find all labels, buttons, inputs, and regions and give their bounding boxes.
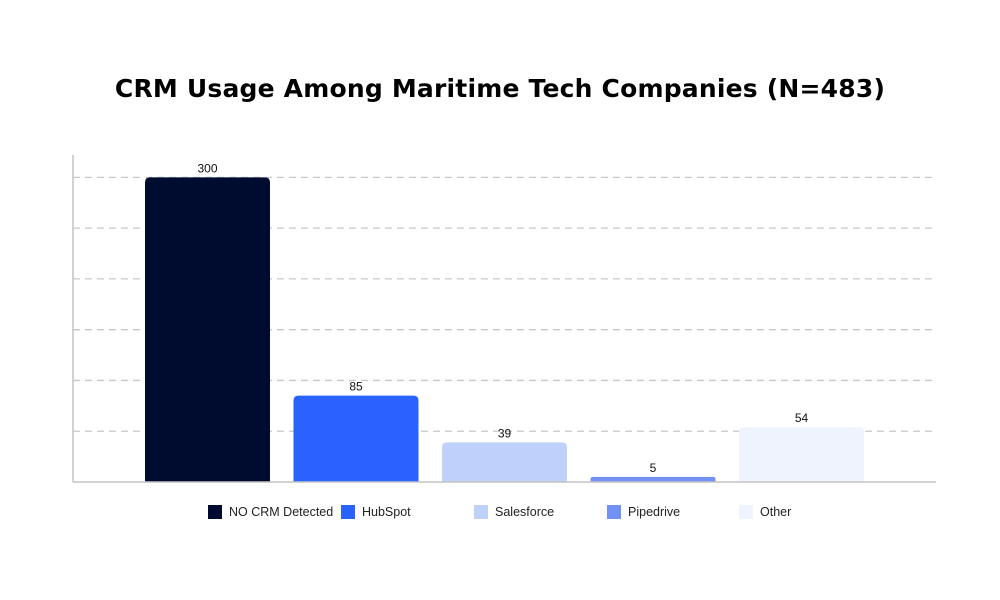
bar-hubspot[interactable] [293, 395, 419, 482]
bar-layer [145, 177, 864, 482]
axis-layer [72, 155, 936, 483]
bar-value-label: 300 [197, 161, 217, 175]
legend-item-hubspot[interactable]: HubSpot [341, 503, 411, 521]
legend-label: HubSpot [362, 505, 411, 519]
chart-legend: NO CRM Detected HubSpot Salesforce Pipedriv… [0, 503, 1000, 523]
legend-swatch [607, 505, 621, 519]
bar-no-crm-detected[interactable] [145, 177, 270, 482]
legend-item-salesforce[interactable]: Salesforce [474, 503, 554, 521]
legend-item-pipedrive[interactable]: Pipedrive [607, 503, 680, 521]
bar-value-label: 5 [650, 461, 657, 475]
legend-item-other[interactable]: Other [739, 503, 791, 521]
bar-salesforce[interactable] [442, 442, 567, 482]
legend-item-no-crm-detected[interactable]: NO CRM Detected [208, 503, 333, 521]
legend-label: Pipedrive [628, 505, 681, 519]
chart-title: CRM Usage Among Maritime Tech Companies … [114, 74, 886, 103]
bar-other[interactable] [739, 427, 864, 482]
legend-swatch [208, 505, 222, 519]
legend-swatch [474, 505, 488, 519]
legend-swatch [341, 505, 355, 519]
bar-pipedrive[interactable] [590, 476, 716, 482]
legend-label: Other [760, 505, 792, 519]
legend-label: Salesforce [495, 505, 555, 519]
legend-swatch [739, 505, 753, 519]
bar-value-label: 85 [349, 380, 363, 394]
legend-label: NO CRM Detected [229, 505, 334, 519]
label-layer: 300 85 39 5 54 [197, 161, 808, 475]
bar-value-label: 54 [795, 411, 809, 425]
bar-value-label: 39 [498, 426, 512, 440]
